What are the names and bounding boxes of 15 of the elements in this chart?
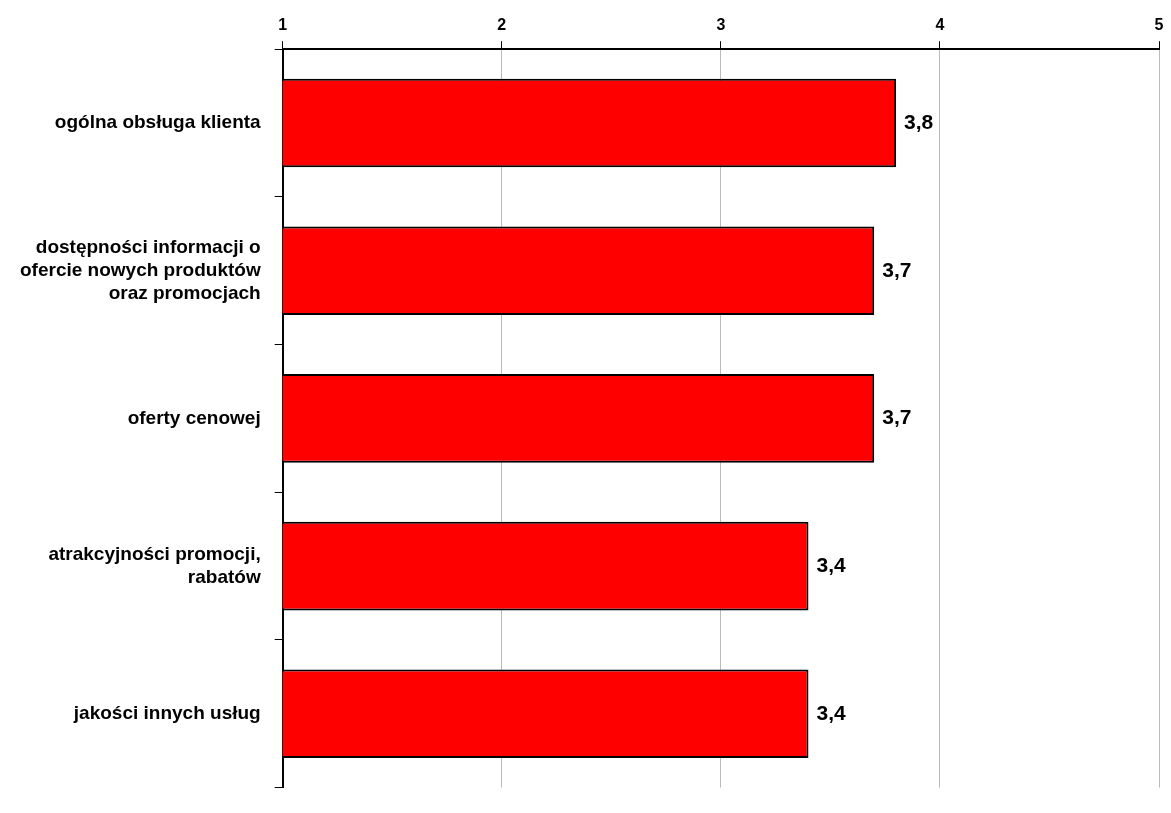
y-tick-label: jakości innych usług <box>72 701 261 723</box>
y-tick-label: atrakcyjności promocji, rabatów <box>48 542 261 587</box>
data-label: 3,4 <box>816 700 846 724</box>
data-label: 3,7 <box>882 405 912 429</box>
x-tick-label: 4 <box>935 16 945 34</box>
data-label: 3,7 <box>882 257 912 281</box>
x-tick-label: 2 <box>497 16 507 34</box>
x-tick-label: 1 <box>278 16 288 34</box>
y-tick-label: oferty cenowej <box>127 406 261 428</box>
x-tick-label: 3 <box>716 16 726 34</box>
data-label: 3,8 <box>904 109 934 133</box>
x-tick-label: 5 <box>1154 16 1164 34</box>
data-label: 3,4 <box>816 552 846 576</box>
y-tick-label: dostępności informacji o ofercie nowych produktów oraz promocjach <box>19 236 261 303</box>
y-tick-label: ogólna obsługa klienta <box>54 111 262 133</box>
